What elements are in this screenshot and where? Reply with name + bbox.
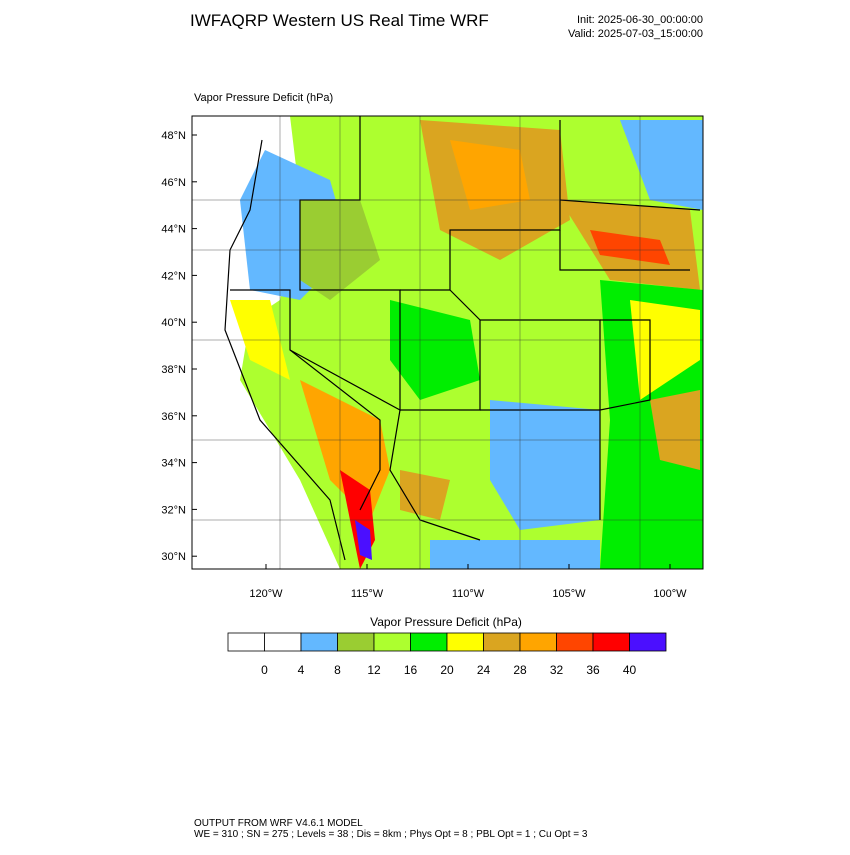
lat-label: 34°N: [161, 458, 186, 470]
init-time: Init: 2025-06-30_00:00:00: [577, 14, 703, 26]
lat-label: 30°N: [161, 551, 186, 563]
lat-label: 32°N: [161, 504, 186, 516]
map-field: [192, 116, 703, 569]
colorbar-box: [629, 632, 667, 652]
colorbar-box: [483, 632, 521, 652]
colorbar: 0 4 8 12 16 20 24 28 32 36 40: [227, 632, 667, 677]
colorbar-label: 32: [550, 663, 564, 677]
colorbar-box: [519, 632, 557, 652]
lat-label: 42°N: [161, 270, 186, 282]
map-title: Vapor Pressure Deficit (hPa): [194, 92, 333, 104]
map-axes: 48°N 46°N 44°N 42°N 40°N 38°N 36°N 34°N 32°N 30°N…: [161, 130, 687, 600]
colorbar-label: 36: [586, 663, 600, 677]
colorbar-label: 4: [298, 663, 305, 677]
colorbar-box: [556, 632, 594, 652]
colorbar-box: [300, 632, 338, 652]
colorbar-title: Vapor Pressure Deficit (hPa): [370, 615, 522, 629]
colorbar-label: 16: [404, 663, 418, 677]
lon-label: 100°W: [653, 588, 687, 600]
colorbar-box: [337, 632, 375, 652]
lon-label: 120°W: [249, 588, 283, 600]
lon-label: 105°W: [552, 588, 586, 600]
lat-label: 46°N: [161, 177, 186, 189]
colorbar-label: 28: [513, 663, 527, 677]
colorbar-label: 40: [623, 663, 637, 677]
lat-label: 38°N: [161, 364, 186, 376]
colorbar-box: [373, 632, 411, 652]
colorbar-label: 0: [261, 663, 268, 677]
valid-time: Valid: 2025-07-03_15:00:00: [568, 28, 703, 40]
footer-line: OUTPUT FROM WRF V4.6.1 MODEL: [194, 818, 363, 829]
colorbar-box: [446, 632, 484, 652]
lon-label: 115°W: [351, 588, 384, 600]
colorbar-label: 8: [334, 663, 341, 677]
colorbar-box: [592, 632, 630, 652]
colorbar-box: [410, 632, 448, 652]
colorbar-label: 24: [477, 663, 491, 677]
footer-line: WE = 310 ; SN = 275 ; Levels = 38 ; Dis …: [194, 829, 588, 840]
lat-label: 36°N: [161, 411, 186, 423]
colorbar-label: 12: [367, 663, 381, 677]
lat-label: 48°N: [161, 130, 186, 142]
lat-label: 44°N: [161, 224, 186, 236]
title: IWFAQRP Western US Real Time WRF: [190, 11, 489, 30]
colorbar-box: [264, 632, 302, 652]
lon-label: 110°W: [452, 588, 485, 600]
colorbar-box: [227, 632, 265, 652]
lat-label: 40°N: [161, 317, 186, 329]
map-frame: [191, 115, 704, 570]
colorbar-label: 20: [440, 663, 454, 677]
